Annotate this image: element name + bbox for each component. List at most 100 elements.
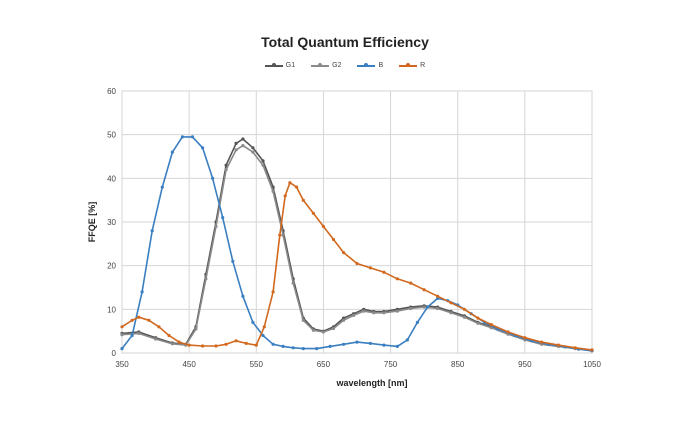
data-point-b [405, 338, 409, 342]
data-point-g2 [409, 306, 413, 311]
data-point-r [573, 346, 577, 350]
data-point-b [425, 305, 430, 309]
data-point-g2 [234, 148, 238, 152]
data-point-r [214, 344, 218, 348]
data-point-g2 [311, 328, 315, 332]
data-point-r [187, 343, 191, 347]
data-point-b [261, 333, 265, 338]
data-point-g2 [422, 305, 426, 309]
data-point-g2 [436, 306, 440, 311]
data-point-b [281, 344, 285, 348]
series-line-g1 [121, 138, 593, 352]
data-point-r [449, 301, 453, 305]
data-point-g1 [241, 137, 245, 141]
data-point-r [244, 341, 248, 345]
x-tick-label: 950 [518, 360, 532, 369]
data-point-g2 [395, 309, 399, 313]
data-point-b [251, 320, 255, 324]
legend: G1 G2 B R [0, 62, 690, 69]
data-point-r [234, 339, 238, 343]
data-point-b [221, 216, 225, 220]
data-point-g1 [251, 146, 255, 150]
data-point-r [254, 343, 258, 347]
data-point-r [368, 266, 372, 270]
data-point-g1 [234, 141, 238, 145]
data-point-b [160, 185, 164, 189]
data-point-b [211, 176, 215, 180]
data-point-r [167, 333, 171, 338]
data-point-b [436, 296, 440, 300]
x-tick-label: 850 [451, 360, 465, 369]
data-point-b [355, 340, 359, 344]
x-tick-label: 550 [250, 360, 264, 369]
y-tick-label: 50 [107, 131, 116, 140]
data-point-r [224, 342, 228, 346]
data-point-g2 [241, 144, 245, 148]
data-point-b [201, 146, 205, 150]
data-point-g2 [271, 189, 275, 193]
y-axis-label: FFQE [%] [87, 202, 97, 243]
legend-swatch [311, 63, 330, 67]
data-point-g2 [170, 342, 174, 346]
data-point-g2 [321, 330, 325, 334]
data-point-g2 [331, 326, 336, 331]
data-point-b [342, 342, 346, 346]
x-tick-label: 650 [317, 360, 331, 369]
data-point-r [342, 251, 346, 255]
legend-label: R [420, 62, 426, 69]
y-tick-label: 20 [107, 262, 116, 271]
legend-swatch [357, 63, 376, 67]
data-point-r [271, 290, 275, 294]
legend-item-r: R [399, 62, 425, 69]
data-point-b [368, 341, 372, 345]
data-point-g1 [224, 163, 228, 167]
data-point-g2 [251, 150, 255, 154]
y-tick-label: 60 [107, 87, 116, 96]
data-point-b [301, 347, 305, 351]
data-point-b [150, 229, 154, 233]
data-point-r [382, 270, 386, 274]
data-point-r [301, 198, 305, 202]
data-point-g2 [301, 318, 305, 322]
data-point-b [328, 344, 332, 348]
legend-item-g2: G2 [311, 62, 341, 69]
data-point-g2 [372, 311, 376, 315]
data-point-r [489, 323, 493, 327]
series-line-r [121, 181, 593, 351]
legend-swatch [399, 63, 418, 67]
y-tick-label: 30 [107, 218, 116, 227]
data-point-r [590, 348, 594, 352]
data-point-r [422, 288, 426, 292]
data-point-g2 [204, 277, 208, 281]
y-tick-label: 0 [112, 349, 117, 358]
data-point-r [506, 330, 510, 334]
chart-title: Total Quantum Efficiency [261, 34, 429, 50]
data-point-r [177, 340, 181, 344]
data-point-b [382, 343, 386, 347]
data-point-r [331, 237, 336, 242]
x-tick-label: 350 [115, 360, 129, 369]
data-point-g1 [261, 159, 265, 163]
data-point-g2 [120, 333, 124, 337]
data-point-r [157, 325, 161, 329]
data-point-r [278, 233, 282, 237]
data-point-b [241, 294, 245, 298]
legend-item-g1: G1 [264, 62, 295, 69]
data-point-r [409, 281, 413, 285]
y-tick-label: 40 [107, 174, 116, 183]
data-point-g2 [224, 168, 228, 172]
data-point-r [201, 344, 205, 348]
data-point-g2 [476, 321, 480, 325]
data-point-r [288, 181, 292, 185]
legend-label: G2 [332, 62, 342, 69]
data-point-r [395, 277, 399, 281]
data-point-g2 [214, 224, 218, 228]
data-point-b [190, 135, 195, 139]
data-point-g2 [137, 331, 141, 335]
data-point-b [180, 135, 184, 139]
data-point-r [283, 194, 287, 198]
data-point-r [311, 211, 315, 215]
x-axis-label: wavelength [nm] [335, 378, 407, 388]
data-point-g2 [291, 281, 295, 285]
x-tick-label: 1050 [583, 360, 601, 369]
